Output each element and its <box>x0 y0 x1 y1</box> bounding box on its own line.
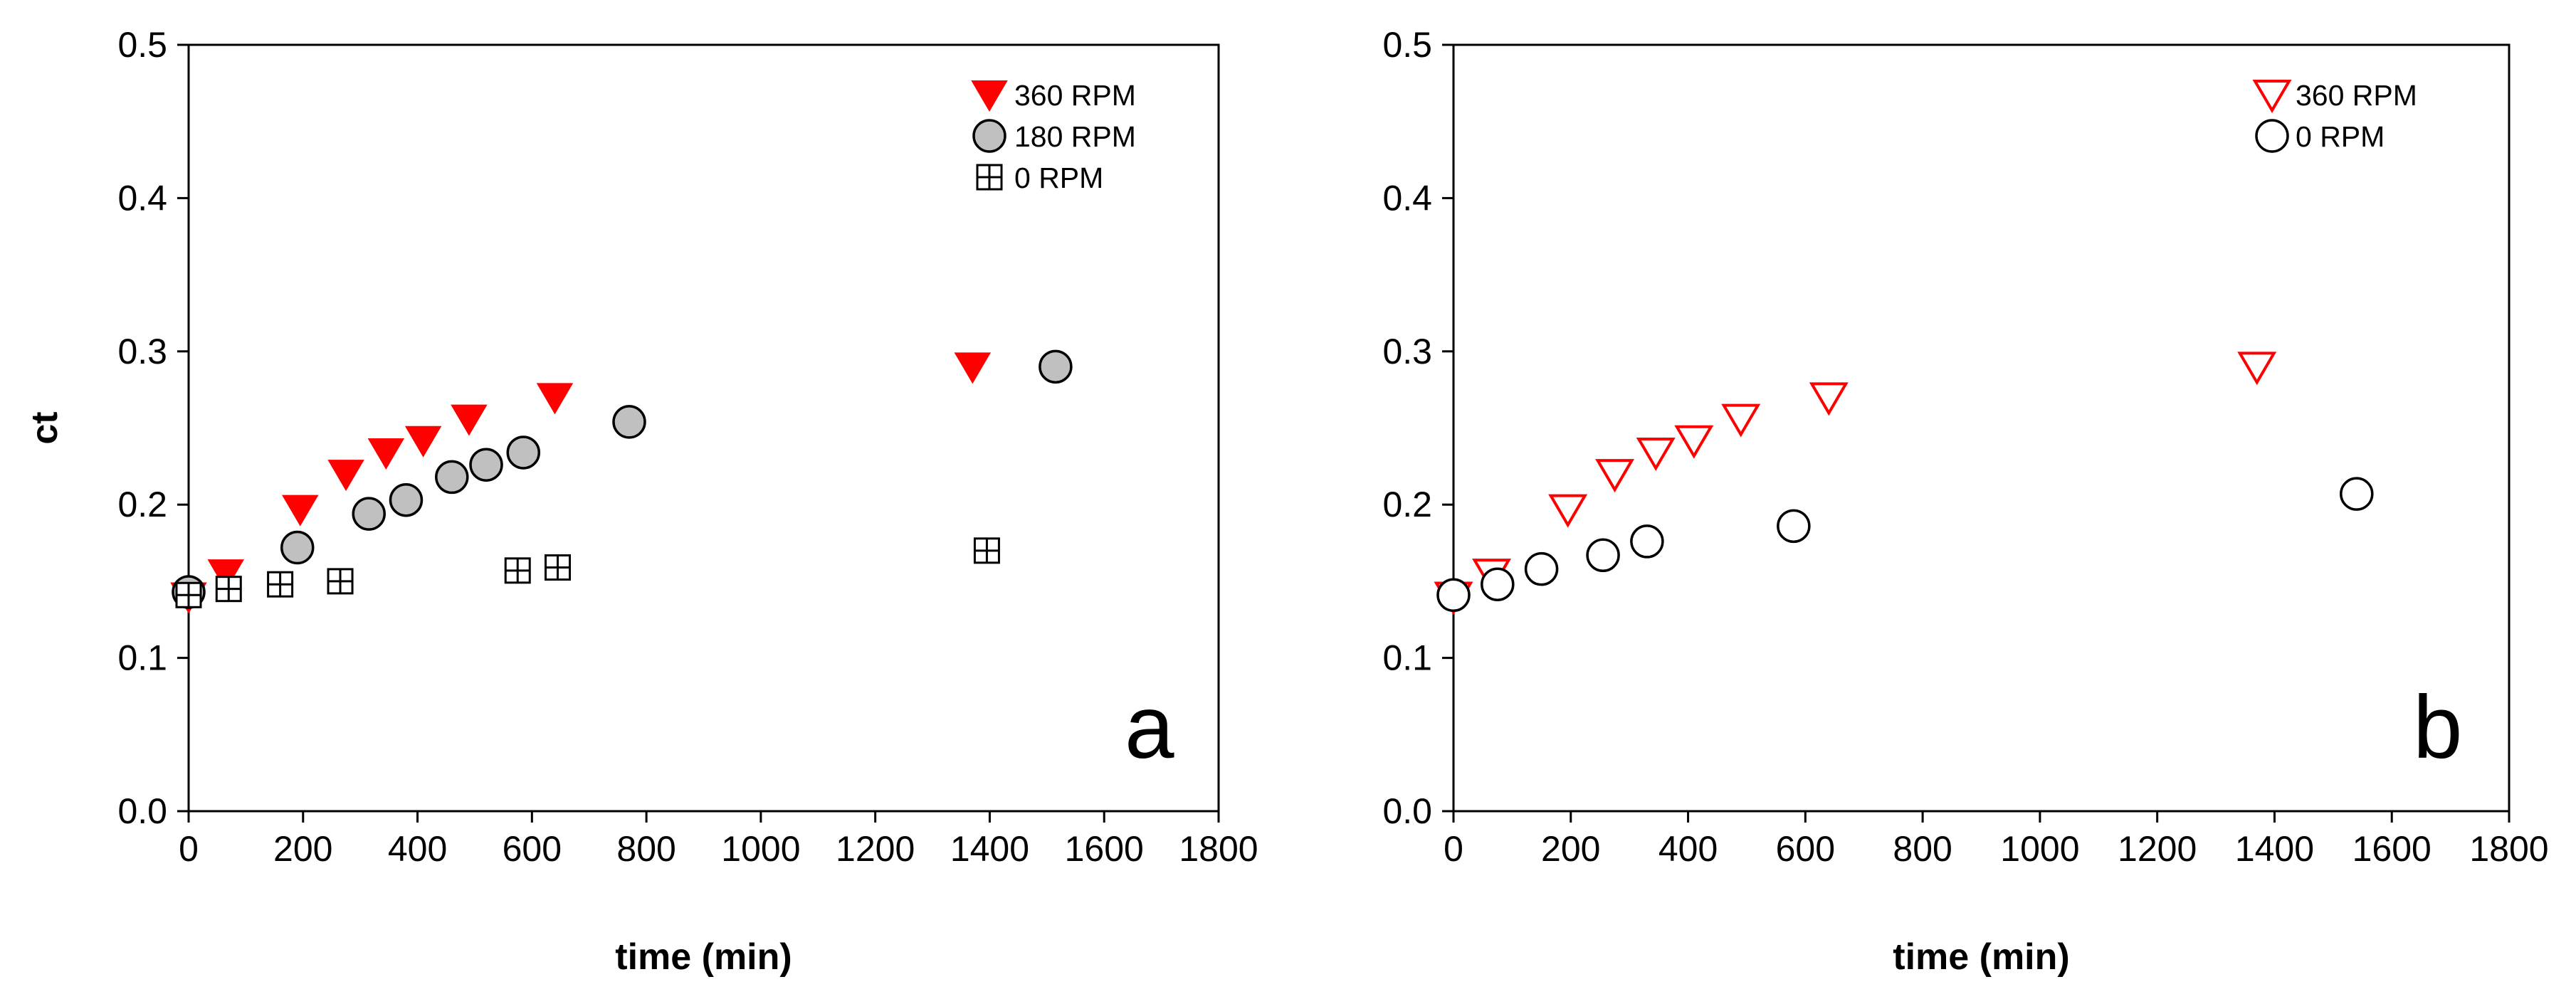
x-axis-title: time (min) <box>615 936 792 978</box>
x-tick-label: 1000 <box>721 829 800 869</box>
legend-entry: 360 RPM <box>2296 79 2417 112</box>
data-point <box>1548 494 1588 528</box>
data-point <box>2237 352 2277 386</box>
x-tick-label: 1600 <box>1065 829 1144 869</box>
data-point <box>1630 524 1664 559</box>
data-point <box>267 571 294 598</box>
y-tick-label: 0.2 <box>117 485 167 524</box>
data-point <box>1777 509 1811 544</box>
data-point <box>404 426 442 458</box>
data-point <box>389 482 424 517</box>
x-tick-label: 400 <box>388 829 447 869</box>
series-360-rpm <box>1434 352 2277 615</box>
data-point <box>1595 459 1635 493</box>
x-tick-label: 600 <box>503 829 562 869</box>
y-axis-title: ct <box>24 411 65 444</box>
panel-label: a <box>1125 678 1174 777</box>
x-tick-label: 200 <box>273 829 332 869</box>
plot-frame <box>187 43 1220 813</box>
data-point <box>2340 477 2374 511</box>
data-point <box>1636 437 1676 471</box>
chart-panel-b: 0.0 0.1 0.2 0.3 0.4 0.5 0 200 400 600 800 1000 1200 1… <box>1382 25 2548 978</box>
data-point <box>280 530 315 565</box>
legend-marker <box>972 119 1006 153</box>
x-tick-label: 1000 <box>2000 829 2079 869</box>
y-tick-label: 0.2 <box>1382 485 1432 524</box>
panel-label: b <box>2413 678 2463 777</box>
data-point <box>327 460 364 492</box>
legend-entry: 360 RPM <box>1014 79 1136 112</box>
y-tick-label: 0.0 <box>117 791 167 831</box>
y-tick-label: 0.4 <box>1382 178 1432 218</box>
legend-entry: 180 RPM <box>1014 120 1136 153</box>
legend-entry: 0 RPM <box>1014 162 1103 194</box>
x-tick-label: 1800 <box>1179 829 1258 869</box>
x-tick-label: 800 <box>1893 829 1952 869</box>
series-360-rpm <box>170 352 992 614</box>
data-point <box>545 554 572 581</box>
y-tick-label: 0.5 <box>117 25 167 65</box>
x-tick-label: 1200 <box>2118 829 2197 869</box>
data-point <box>207 559 244 591</box>
data-point <box>1586 538 1620 573</box>
x-tick-label: 1200 <box>836 829 915 869</box>
data-point <box>1674 425 1714 459</box>
data-point <box>612 405 646 439</box>
x-tick-label: 1400 <box>2235 829 2314 869</box>
data-point <box>451 404 488 436</box>
y-tick-label: 0.1 <box>1382 638 1432 678</box>
x-tick-label: 200 <box>1541 829 1600 869</box>
y-tick-label: 0.0 <box>1382 791 1432 831</box>
legend-marker <box>2252 80 2292 113</box>
data-point <box>1809 382 1849 416</box>
data-point <box>352 497 386 531</box>
series-0-rpm <box>1436 477 2374 613</box>
x-tick-label: 600 <box>1776 829 1835 869</box>
data-point <box>175 581 202 608</box>
chart-panel-a: 0.0 0.1 0.2 0.3 0.4 0.5 0 200 400 600 800 1000 1200 1… <box>24 25 1258 978</box>
x-tick-label: 0 <box>179 829 199 869</box>
data-point <box>1039 349 1073 384</box>
series-180-rpm <box>172 349 1073 609</box>
data-point <box>215 576 242 603</box>
data-point <box>504 557 531 584</box>
y-tick-label: 0.3 <box>1382 332 1432 371</box>
data-point <box>1721 403 1761 438</box>
data-point <box>506 435 541 470</box>
y-tick-label: 0.3 <box>117 332 167 371</box>
data-point <box>469 448 503 482</box>
y-tick-label: 0.5 <box>1382 25 1432 65</box>
data-point <box>1481 567 1515 601</box>
plot-frame <box>1452 43 2511 813</box>
x-tick-label: 1400 <box>950 829 1029 869</box>
y-tick-label: 0.4 <box>117 178 167 218</box>
y-tick-label: 0.1 <box>117 638 167 678</box>
data-point <box>327 568 354 595</box>
data-point <box>536 383 574 415</box>
x-tick-label: 1600 <box>2352 829 2432 869</box>
data-point <box>367 438 405 470</box>
data-point <box>435 460 469 495</box>
x-tick-label: 400 <box>1658 829 1718 869</box>
data-point <box>1436 578 1471 613</box>
data-point <box>282 495 319 527</box>
data-point <box>1524 551 1559 586</box>
x-tick-label: 1800 <box>2469 829 2548 869</box>
x-tick-label: 0 <box>1444 829 1463 869</box>
legend-marker <box>2255 119 2289 153</box>
x-axis-title: time (min) <box>1893 936 2069 978</box>
data-point <box>954 352 992 384</box>
legend-entry: 0 RPM <box>2296 120 2385 153</box>
x-tick-label: 800 <box>616 829 675 869</box>
series-0-rpm <box>175 537 1000 608</box>
legend-marker <box>976 164 1003 191</box>
data-point <box>973 537 1000 564</box>
legend-marker <box>971 80 1008 112</box>
